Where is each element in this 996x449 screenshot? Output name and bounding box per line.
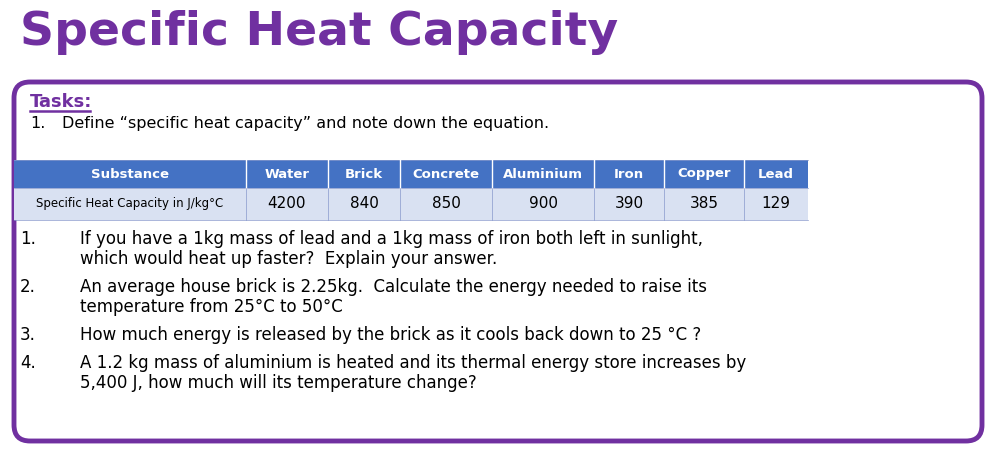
Text: Brick: Brick: [345, 167, 383, 180]
Text: If you have a 1kg mass of lead and a 1kg mass of iron both left in sunlight,: If you have a 1kg mass of lead and a 1kg…: [80, 230, 703, 248]
Text: Water: Water: [265, 167, 310, 180]
Bar: [14, 188, 808, 220]
Text: A 1.2 kg mass of aluminium is heated and its thermal energy store increases by: A 1.2 kg mass of aluminium is heated and…: [80, 354, 746, 372]
Text: which would heat up faster?  Explain your answer.: which would heat up faster? Explain your…: [80, 250, 497, 268]
Text: 4200: 4200: [268, 197, 306, 211]
Text: 1.: 1.: [20, 230, 36, 248]
Text: 850: 850: [431, 197, 460, 211]
Text: 129: 129: [762, 197, 791, 211]
Text: 5,400 J, how much will its temperature change?: 5,400 J, how much will its temperature c…: [80, 374, 477, 392]
Text: Specific Heat Capacity: Specific Heat Capacity: [20, 10, 619, 55]
Text: 385: 385: [689, 197, 718, 211]
Text: Copper: Copper: [677, 167, 731, 180]
Text: Aluminium: Aluminium: [503, 167, 583, 180]
Text: 390: 390: [615, 197, 643, 211]
Text: 2.: 2.: [20, 278, 36, 296]
Text: Define “specific heat capacity” and note down the equation.: Define “specific heat capacity” and note…: [62, 116, 549, 131]
FancyBboxPatch shape: [14, 82, 982, 441]
Text: temperature from 25°C to 50°C: temperature from 25°C to 50°C: [80, 298, 343, 316]
Text: Tasks:: Tasks:: [30, 93, 93, 111]
Text: How much energy is released by the brick as it cools back down to 25 °C ?: How much energy is released by the brick…: [80, 326, 701, 344]
Text: 840: 840: [350, 197, 378, 211]
Text: 1.: 1.: [30, 116, 46, 131]
Text: 900: 900: [529, 197, 558, 211]
Text: Iron: Iron: [614, 167, 644, 180]
Text: Concrete: Concrete: [412, 167, 479, 180]
Text: Specific Heat Capacity in J/kg°C: Specific Heat Capacity in J/kg°C: [37, 198, 224, 211]
Text: 4.: 4.: [20, 354, 36, 372]
Text: Substance: Substance: [91, 167, 169, 180]
Text: Lead: Lead: [758, 167, 794, 180]
Text: 3.: 3.: [20, 326, 36, 344]
Text: An average house brick is 2.25kg.  Calculate the energy needed to raise its: An average house brick is 2.25kg. Calcul…: [80, 278, 707, 296]
Bar: [14, 160, 808, 188]
